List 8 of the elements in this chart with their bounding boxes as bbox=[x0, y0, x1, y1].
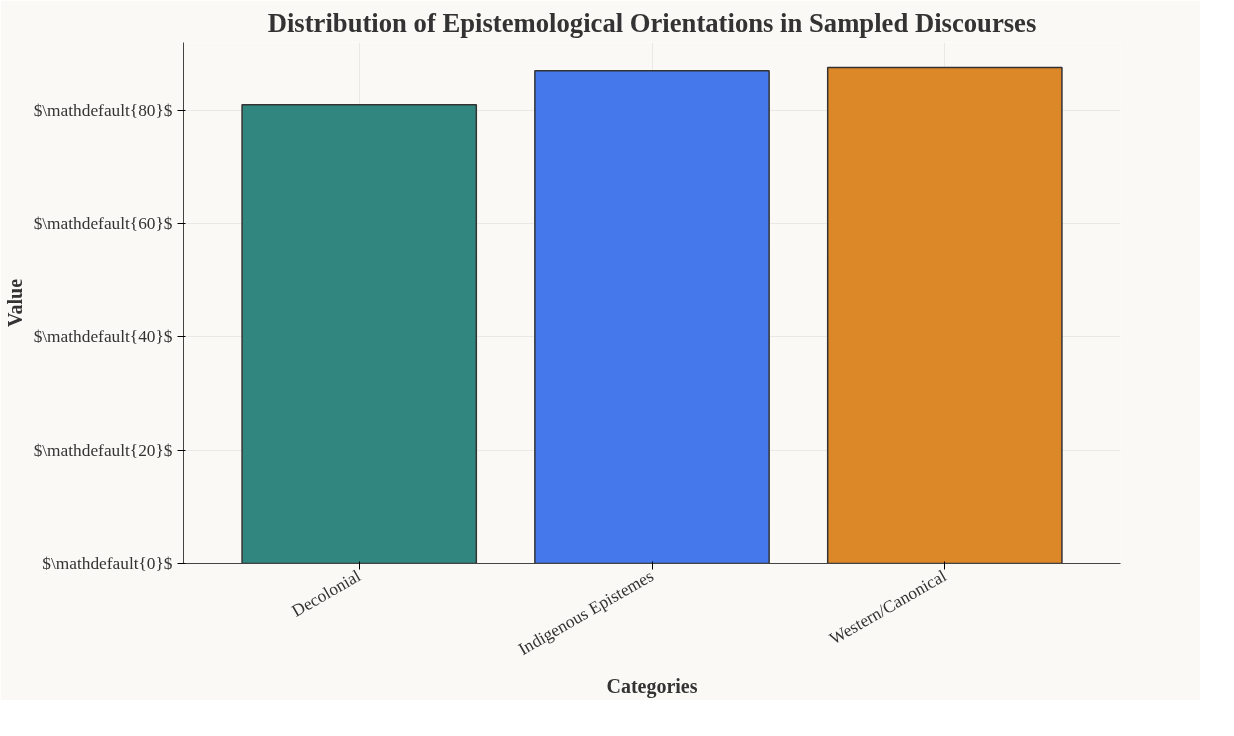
y-tick-label: $\mathdefault{20}$ bbox=[33, 440, 173, 460]
chart-title: Distribution of Epistemological Orientations in Sampled Discourses bbox=[267, 7, 1037, 38]
y-tick-label: $\mathdefault{60}$ bbox=[33, 214, 173, 234]
x-axis-title: Categories bbox=[606, 675, 698, 699]
y-tick-label: $\mathdefault{80}$ bbox=[33, 100, 173, 120]
y-axis-title: Value bbox=[3, 278, 26, 328]
y-tick-label: $\mathdefault{40}$ bbox=[33, 327, 173, 347]
y-tick-label: $\mathdefault{0}$ bbox=[42, 554, 173, 573]
